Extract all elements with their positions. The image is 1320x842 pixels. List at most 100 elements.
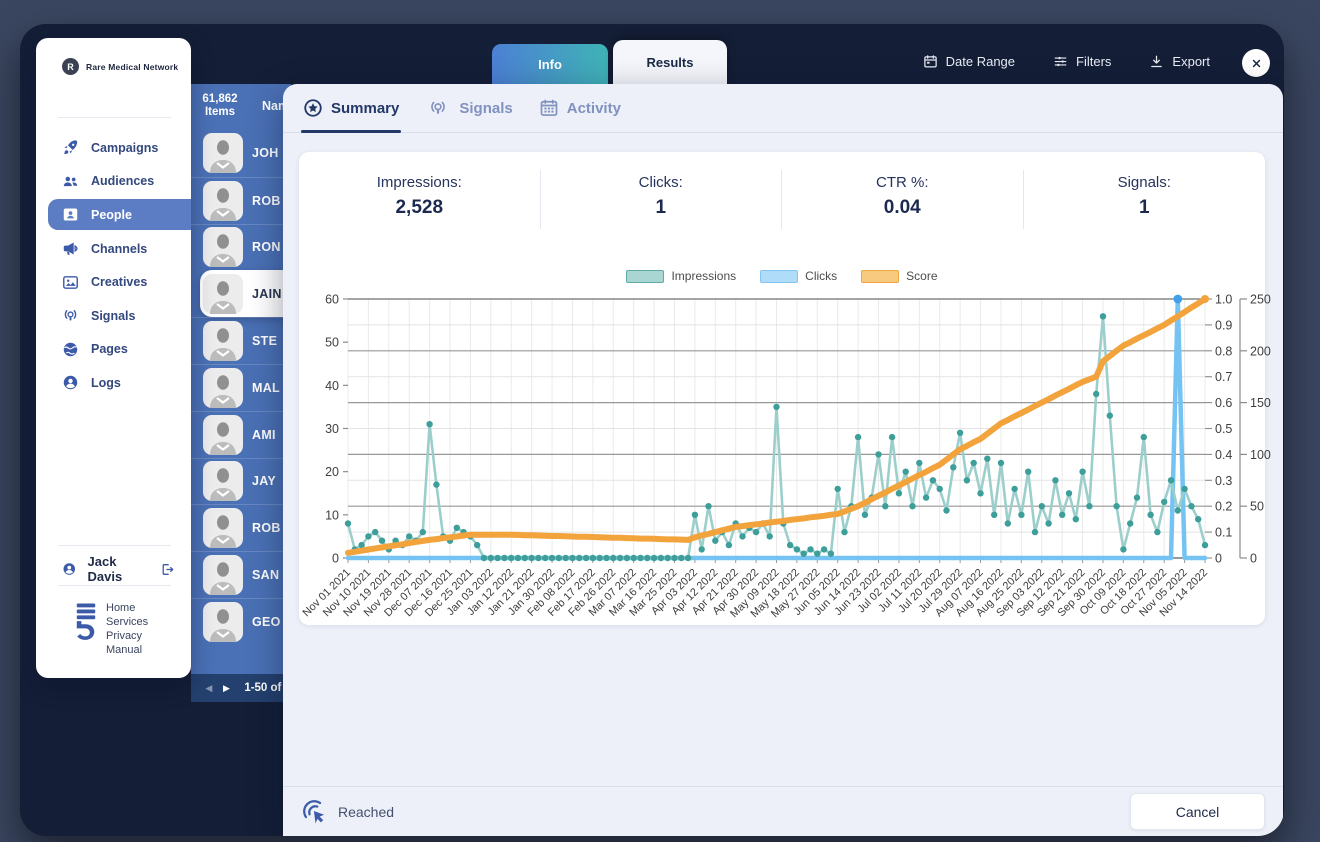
person-row[interactable]: GEO [191, 597, 291, 645]
logout-icon[interactable] [160, 561, 175, 578]
svg-text:10: 10 [325, 508, 339, 522]
date-range-button[interactable]: Date Range [923, 54, 1015, 69]
sidebar-item-creatives[interactable]: Creatives [36, 265, 191, 299]
avatar [203, 321, 243, 362]
person-circle-icon [62, 374, 79, 391]
brand: R Rare Medical Network [62, 58, 178, 75]
audiences-icon [62, 173, 79, 190]
modal-tabs: Summary Signals Activity [283, 84, 1283, 133]
person-row[interactable]: ROB [191, 176, 291, 224]
svg-text:200: 200 [1250, 344, 1271, 358]
legend-swatch [626, 269, 665, 283]
user-row[interactable]: Jack Davis [62, 554, 175, 584]
person-row[interactable]: ROB [191, 504, 291, 551]
sidebar-item-audiences[interactable]: Audiences [36, 165, 191, 199]
legend-item-score[interactable]: Score [861, 269, 938, 283]
tab-summary[interactable]: Summary [300, 84, 402, 133]
close-button[interactable] [1242, 49, 1270, 77]
legend-label: Score [906, 269, 938, 283]
action-label: Date Range [945, 53, 1016, 69]
brand-logo-icon: R [62, 58, 79, 75]
svg-text:40: 40 [325, 379, 339, 393]
prev-page-button[interactable] [203, 683, 215, 694]
svg-text:20: 20 [325, 465, 339, 479]
person-name: MAL [252, 380, 280, 395]
person-row[interactable]: JAY [191, 457, 291, 505]
megaphone-icon [62, 240, 79, 257]
reached-icon [301, 798, 328, 825]
footer-link-manual[interactable]: Manual [106, 644, 143, 656]
cancel-button[interactable]: Cancel [1130, 793, 1265, 830]
svg-text:0.2: 0.2 [1215, 500, 1232, 514]
svg-text:50: 50 [325, 336, 339, 350]
app-window: Info Results Date Range Filters Export 61,… [20, 24, 1284, 836]
tab-label: Signals [459, 99, 513, 117]
person-row[interactable]: STE [191, 317, 291, 364]
tab-activity[interactable]: Activity [539, 84, 621, 132]
pagination: 1-50 of 6 [191, 674, 291, 702]
legend-item-clicks[interactable]: Clicks [760, 269, 837, 283]
reached-label: Reached [338, 803, 395, 820]
sidebar-item-channels[interactable]: Channels [36, 232, 191, 266]
person-row[interactable]: AMI [191, 410, 291, 458]
svg-text:0.5: 0.5 [1215, 422, 1232, 436]
stats-row: Impressions: 2,528 Clicks: 1 CTR %: 0.04 Signa… [299, 152, 1265, 229]
svg-text:150: 150 [1250, 396, 1271, 410]
people-rows: JOH ROB RON JAIN STE MAL AMI JAY ROB SAN GEO [191, 130, 291, 645]
export-icon [1149, 54, 1164, 69]
avatar [203, 180, 243, 221]
stat-clicks: Clicks: 1 [541, 170, 782, 229]
svg-text:1.0: 1.0 [1215, 293, 1232, 307]
tab-signals[interactable]: Signals [425, 84, 513, 132]
sidebar-item-label: Pages [91, 342, 128, 357]
sidebar-item-signals[interactable]: Signals [36, 299, 191, 333]
results-modal: Summary Signals Activity Impressions: 2,528… [283, 84, 1283, 836]
svg-text:250: 250 [1250, 293, 1271, 307]
footer-link-home[interactable]: Home [106, 602, 136, 614]
person-name: STE [252, 334, 278, 349]
footer-link-services[interactable]: Services [106, 616, 149, 628]
svg-text:100: 100 [1250, 448, 1271, 462]
avatar [203, 555, 243, 596]
sidebar-nav: Campaigns Audiences People Channels Creative… [36, 131, 191, 400]
stat-label: Clicks: [638, 174, 683, 191]
tab-results[interactable]: Results [613, 40, 727, 84]
legend-item-impressions[interactable]: Impressions [626, 269, 736, 283]
avatar [203, 367, 243, 408]
legend-swatch [861, 269, 900, 283]
svg-text:0.1: 0.1 [1215, 526, 1232, 540]
person-row[interactable]: JAIN [200, 270, 291, 318]
footer-link-privacy[interactable]: Privacy [106, 630, 143, 642]
person-row[interactable]: JOH [191, 130, 291, 177]
legend-label: Clicks [805, 269, 838, 283]
legend-label: Impressions [671, 269, 737, 283]
sidebar-item-campaigns[interactable]: Campaigns [36, 131, 191, 165]
person-row[interactable]: MAL [191, 363, 291, 411]
next-page-button[interactable] [221, 683, 233, 694]
action-label: Filters [1076, 53, 1112, 69]
pagination-label: 1-50 of 6 [244, 682, 291, 694]
sidebar: R Rare Medical Network Campaigns Audience… [36, 38, 191, 678]
sidebar-item-people[interactable]: People [48, 199, 191, 231]
person-row[interactable]: RON [191, 223, 291, 271]
calendar-grid-icon [539, 98, 559, 118]
signal-bulb-icon [62, 307, 79, 324]
avatar [203, 414, 243, 455]
reached-status: Reached [301, 798, 394, 825]
person-row[interactable]: SAN [191, 551, 291, 598]
sidebar-item-label: Channels [91, 241, 148, 256]
person-name: SAN [252, 568, 280, 583]
tab-info[interactable]: Info [492, 44, 608, 84]
stat-label: Impressions: [376, 174, 462, 191]
export-button[interactable]: Export [1149, 54, 1210, 69]
sidebar-item-pages[interactable]: Pages [36, 333, 191, 367]
tab-label: Activity [566, 99, 621, 117]
person-name: JOH [252, 146, 279, 161]
stat-value: 1 [655, 197, 667, 218]
filters-button[interactable]: Filters [1053, 54, 1111, 69]
person-name: AMI [252, 427, 276, 442]
sidebar-item-logs[interactable]: Logs [36, 366, 191, 400]
person-name: RON [252, 240, 281, 255]
tab-label: Summary [331, 99, 400, 117]
